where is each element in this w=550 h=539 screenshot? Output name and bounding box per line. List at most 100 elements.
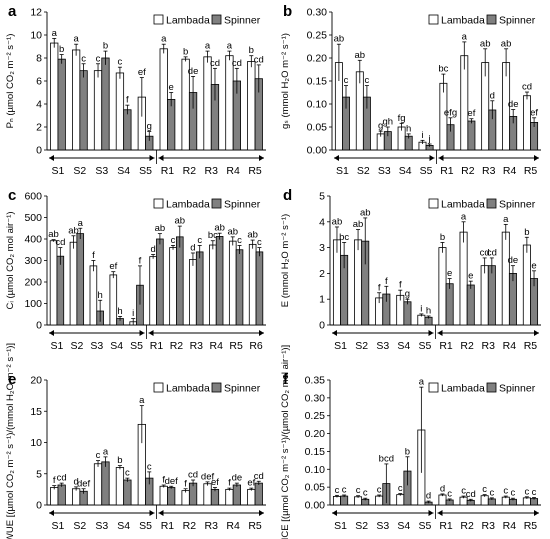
significance-letter: c (344, 75, 349, 86)
stage-arrowhead (437, 330, 443, 336)
y-axis-title: Cᵢ (µmol CO₂ mol air⁻¹) (5, 211, 16, 309)
panel-c: c 0 100 200 300 400 500 600 Cᵢ (µmol CO₂ mol air… (5, 187, 266, 352)
x-tick-label: R2 (460, 340, 474, 352)
legend-swatch-spinner (211, 382, 222, 393)
panel-f: f 0.00 0.05 0.10 0.15 0.20 0.25 0.30 0.35 ICE [(µ… (280, 345, 541, 539)
significance-letter: f (399, 280, 402, 291)
significance-letter: cd (487, 247, 497, 258)
significance-letter: e (447, 268, 452, 279)
x-tick-label: R2 (183, 165, 197, 177)
bar-lambada (332, 496, 341, 506)
significance-letter: cd (232, 58, 242, 69)
bar-spinner (445, 283, 454, 326)
y-tick-label: 0.15 (307, 76, 328, 88)
panel-letter: a (8, 3, 17, 20)
stage-arrowhead (149, 510, 155, 516)
x-tick-label: S1 (334, 340, 347, 352)
bar-spinner (123, 479, 132, 506)
significance-letter: cd (210, 58, 220, 69)
bar-spinner (403, 301, 412, 326)
x-tick-label: S4 (110, 340, 123, 352)
panel-letter: e (8, 371, 16, 388)
y-tick-label: 2 (319, 268, 325, 280)
y-tick-label: 500 (24, 212, 42, 224)
y-tick-label: 12 (30, 7, 42, 19)
significance-letter: a (461, 211, 467, 222)
y-tick-label: 0.30 (305, 392, 326, 404)
legend-swatch-lambada (428, 198, 439, 209)
significance-letter: c (96, 450, 101, 461)
significance-letter: ef (467, 108, 475, 119)
significance-letter: d (440, 483, 445, 494)
x-tick-label: R4 (503, 340, 517, 352)
bar-lambada (480, 265, 489, 326)
bar-spinner (215, 236, 224, 326)
significance-letter: f (385, 276, 388, 287)
bar-spinner (340, 495, 349, 506)
x-tick-label: R1 (439, 340, 453, 352)
significance-letter: g (378, 121, 383, 132)
significance-letter: d (490, 90, 495, 101)
significance-letter: b (440, 232, 445, 243)
bar-lambada (50, 42, 59, 151)
bar-lambada (459, 231, 468, 326)
significance-letter: c (335, 485, 340, 496)
significance-letter: fg (398, 113, 406, 124)
significance-letter: ab (155, 223, 166, 234)
legend-swatch-lambada (153, 198, 164, 209)
significance-letter: c (237, 235, 242, 246)
significance-letter: ef (138, 67, 146, 78)
significance-letter: ab (214, 223, 225, 234)
stage-arrowhead (428, 510, 434, 516)
x-tick-label: S5 (139, 520, 152, 532)
significance-letter: c (356, 485, 361, 496)
bar-lambada (501, 496, 510, 506)
bar-spinner (156, 238, 164, 326)
significance-letter: f (53, 475, 56, 486)
y-tick-label: 1 (319, 294, 325, 306)
significance-letter: a (78, 218, 84, 229)
significance-letter: def (77, 478, 91, 489)
x-tick-label: S3 (376, 340, 389, 352)
legend-label-lambada: Lambada (441, 15, 485, 27)
significance-letter: b (103, 41, 108, 52)
significance-letter: efg (444, 107, 457, 118)
x-tick-label: S4 (397, 340, 410, 352)
y-tick-label: 0.25 (305, 410, 326, 422)
significance-letter: f (139, 255, 142, 266)
significance-letter: ab (501, 38, 512, 49)
x-tick-label: R4 (503, 520, 517, 532)
bar-lambada (354, 496, 363, 506)
bar-spinner (176, 236, 184, 326)
significance-letter: h (406, 123, 411, 134)
bar-spinner (76, 233, 85, 326)
y-tick-label: 0.30 (307, 7, 328, 19)
y-tick-label: 0.20 (307, 53, 328, 65)
y-tick-label: 2 (36, 122, 42, 134)
significance-letter: c (524, 486, 529, 497)
legend-swatch-spinner (211, 198, 222, 209)
x-tick-label: S1 (51, 340, 64, 352)
significance-letter: cd (466, 489, 476, 500)
x-tick-label: R3 (482, 520, 496, 532)
significance-letter: i (420, 303, 422, 314)
bar-lambada (225, 55, 234, 151)
bar-lambada (89, 265, 98, 326)
significance-letter: de (508, 255, 519, 266)
significance-letter: ef (211, 477, 219, 488)
bar-lambada (375, 495, 384, 506)
x-tick-label: R5 (524, 165, 538, 177)
significance-letter: def (201, 471, 215, 482)
bar-spinner (235, 249, 244, 326)
panel-letter: d (283, 187, 292, 204)
bar-spinner (56, 255, 65, 326)
x-tick-label: S2 (73, 165, 86, 177)
bar-lambada (189, 259, 197, 326)
bar-lambada (523, 95, 531, 151)
bar-spinner (101, 57, 110, 151)
significance-letter: ab (355, 50, 366, 61)
y-tick-label: 0 (36, 145, 42, 157)
x-tick-label: S5 (139, 165, 152, 177)
bar-lambada (396, 494, 405, 506)
significance-letter: bc (339, 232, 349, 243)
